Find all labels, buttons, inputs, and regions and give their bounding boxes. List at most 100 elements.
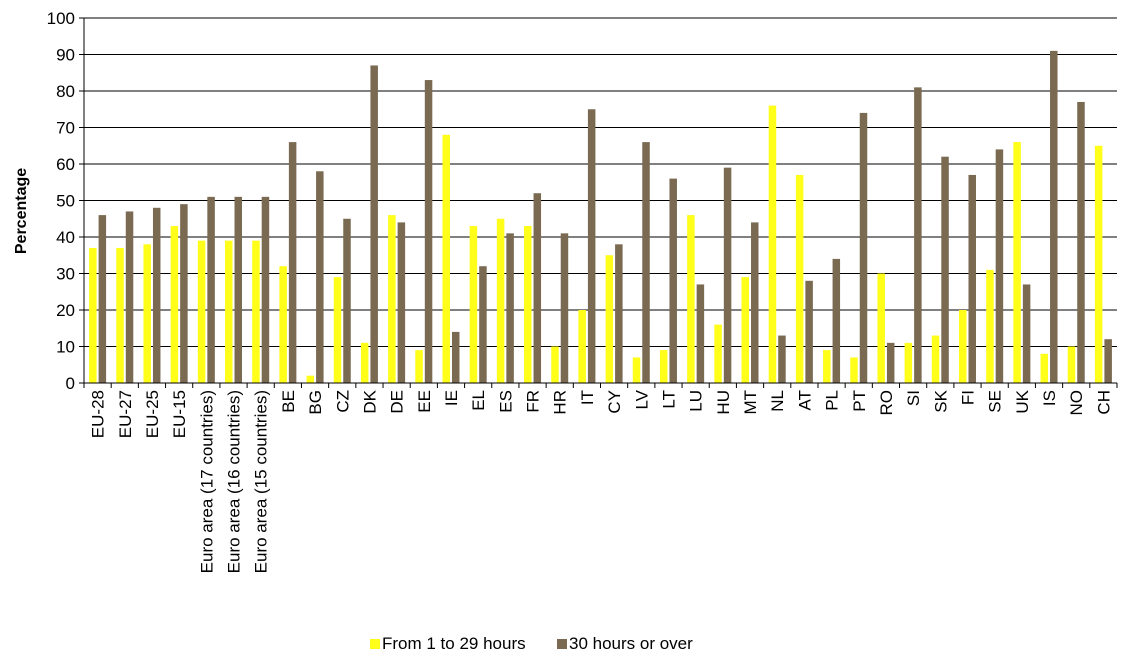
bar-series-2-be xyxy=(288,142,297,383)
bar-series-1-fi xyxy=(958,310,967,383)
bar-series-1-cz xyxy=(333,277,342,383)
bar-series-1-ch xyxy=(1094,145,1103,383)
bar-series-1-el xyxy=(469,226,478,383)
x-tick-label: Euro area (17 countries) xyxy=(197,390,216,573)
bar-series-1-ie xyxy=(442,134,450,383)
x-tick-label: EU-28 xyxy=(89,390,108,438)
x-tick-label: AT xyxy=(795,390,814,410)
y-tick-label: 80 xyxy=(56,82,75,101)
y-tick-label: 70 xyxy=(56,119,75,138)
legend-swatch-series-1 xyxy=(370,639,380,649)
bar-series-2-bg xyxy=(316,171,324,383)
bar-series-1-nl xyxy=(768,105,777,383)
bar-series-1-si xyxy=(904,342,913,383)
bar-series-1-at xyxy=(795,174,804,383)
x-tick-label: HU xyxy=(714,390,733,415)
bar-series-1-eu-25 xyxy=(143,244,151,383)
bars xyxy=(89,50,1112,384)
x-tick-label: LV xyxy=(632,389,651,409)
bar-series-2-eu-15 xyxy=(180,204,188,383)
x-tick-label: MT xyxy=(741,390,760,415)
bar-series-2-cz xyxy=(343,218,351,383)
bar-series-2-pt xyxy=(859,112,868,384)
bar-series-1-lt xyxy=(659,350,668,383)
bar-series-1-sk xyxy=(931,335,940,383)
bar-series-2-ee xyxy=(424,80,433,384)
x-tick-label: ES xyxy=(496,390,515,413)
x-tick-label: CY xyxy=(605,390,624,414)
bar-series-1-pt xyxy=(850,357,858,383)
bar-series-2-ch xyxy=(1104,339,1112,383)
x-tick-label: DE xyxy=(388,390,407,414)
bar-series-2-se xyxy=(995,149,1004,383)
bar-series-1-dk xyxy=(360,342,369,383)
bar-series-1-hr xyxy=(551,346,559,383)
bar-series-2-de xyxy=(397,222,406,383)
x-tick-label: EU-15 xyxy=(170,390,189,438)
bar-series-2-hr xyxy=(560,233,569,383)
bar-series-1-euro-area-15-countries- xyxy=(252,240,260,383)
bar-series-1-bg xyxy=(306,375,315,383)
x-tick-label: SI xyxy=(904,390,923,406)
bar-series-2-es xyxy=(506,233,514,383)
bar-series-2-euro-area-17-countries- xyxy=(207,196,215,383)
x-tick-label: EL xyxy=(469,390,488,411)
y-tick-label: 40 xyxy=(56,228,75,247)
bar-series-2-ie xyxy=(451,331,460,383)
x-tick-label: PL xyxy=(823,390,842,411)
bar-series-1-is xyxy=(1040,353,1049,383)
bar-series-1-lu xyxy=(687,215,695,383)
bar-series-1-lv xyxy=(632,357,641,383)
bar-series-1-euro-area-17-countries- xyxy=(197,240,206,383)
x-tick-label: HR xyxy=(551,390,570,415)
y-tick-label: 10 xyxy=(56,338,75,357)
bar-series-1-se xyxy=(986,269,994,383)
bar-series-2-it xyxy=(587,109,596,383)
x-tick-label: IS xyxy=(1040,390,1059,406)
x-tick-label: SK xyxy=(931,389,950,412)
x-tick-label: BE xyxy=(279,390,298,413)
bar-series-2-nl xyxy=(778,335,786,383)
x-tick-label: UK xyxy=(1013,389,1032,413)
x-tick-label: FR xyxy=(524,390,543,413)
bar-series-1-ro xyxy=(877,273,885,383)
y-tick-label: 100 xyxy=(47,9,75,28)
bar-series-2-el xyxy=(479,266,487,383)
bar-series-2-no xyxy=(1077,101,1085,383)
bar-series-1-eu-28 xyxy=(89,247,97,383)
bar-series-2-eu-27 xyxy=(125,211,134,383)
x-tick-label: CZ xyxy=(333,390,352,413)
bar-series-1-eu-15 xyxy=(170,226,179,383)
x-tick-label: SE xyxy=(986,390,1005,413)
x-tick-label: EU-27 xyxy=(116,390,135,438)
bar-series-2-is xyxy=(1050,50,1058,383)
bar-series-2-fr xyxy=(533,193,542,383)
bar-series-2-sk xyxy=(941,156,949,383)
y-tick-label: 90 xyxy=(56,46,75,65)
x-tick-label: IE xyxy=(442,390,461,406)
x-tick-label: IT xyxy=(578,390,597,405)
x-axis-ticks: EU-28 EU-27 EU-25 EU-15 Euro area (17 countr… xyxy=(83,383,1118,573)
bar-series-1-it xyxy=(578,310,586,383)
x-tick-label: CH xyxy=(1094,390,1113,415)
x-tick-label: LT xyxy=(659,390,678,409)
bar-series-2-euro-area-15-countries- xyxy=(261,196,270,383)
bar-series-2-dk xyxy=(370,65,378,383)
bar-series-1-fr xyxy=(524,226,532,383)
x-tick-label: RO xyxy=(877,390,896,416)
bar-series-2-eu-25 xyxy=(152,207,161,383)
x-tick-label: Euro area (15 countries) xyxy=(252,390,271,573)
y-tick-label: 0 xyxy=(66,374,75,393)
legend-swatch-series-2 xyxy=(557,639,567,649)
bar-series-1-ee xyxy=(415,350,423,383)
y-axis-label: Percentage xyxy=(13,168,30,254)
bar-series-2-lu xyxy=(696,284,705,383)
x-tick-label: FI xyxy=(958,390,977,405)
bar-series-2-lt xyxy=(669,178,677,383)
x-tick-label: DK xyxy=(360,389,379,413)
legend: From 1 to 29 hours 30 hours or over xyxy=(370,634,693,653)
bar-series-1-de xyxy=(388,215,396,383)
bar-series-2-at xyxy=(805,280,813,383)
y-axis-ticks: 0 10 20 30 40 50 60 70 80 90 100 xyxy=(47,9,84,393)
legend-label-series-2: 30 hours or over xyxy=(569,634,693,653)
